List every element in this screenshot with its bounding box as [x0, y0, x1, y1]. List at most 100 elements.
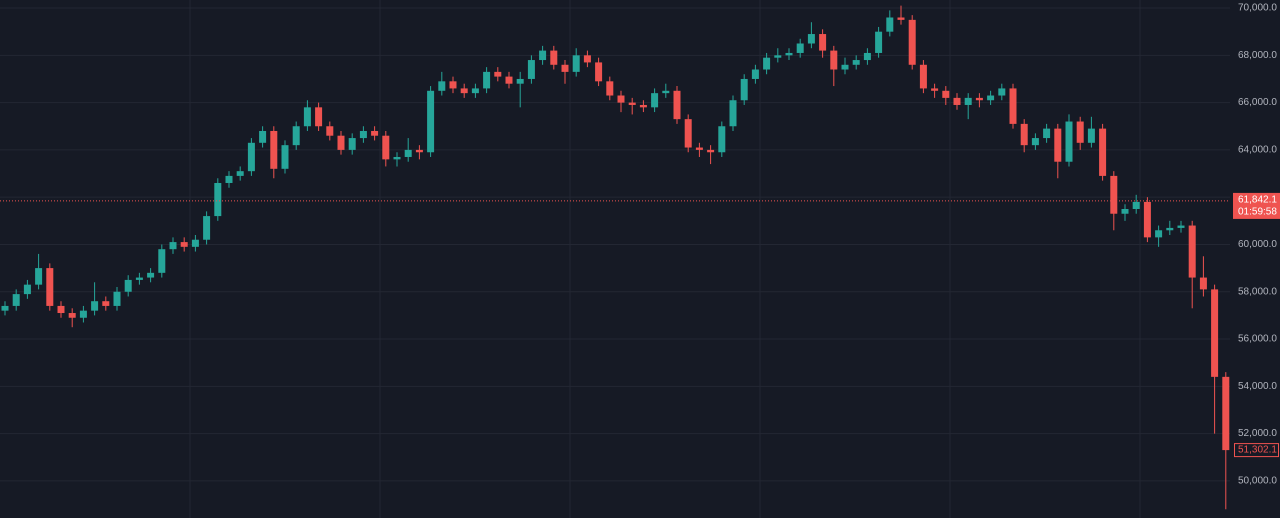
candle-body: [875, 31, 883, 53]
y-tick-label: 64,000.0: [1238, 145, 1277, 156]
candle-body: [919, 64, 927, 89]
candle-body: [438, 81, 446, 91]
candle-body: [169, 242, 177, 250]
y-tick-label: 54,000.0: [1238, 381, 1277, 392]
candle-body: [483, 71, 491, 89]
candle-body: [79, 310, 87, 318]
candle-body: [886, 17, 894, 32]
countdown-label: 01:59:58: [1238, 207, 1277, 218]
candle-body: [247, 142, 255, 172]
candle-body: [863, 52, 871, 61]
candle-body: [707, 149, 715, 153]
candle-body: [998, 88, 1006, 96]
candle-body: [1143, 201, 1151, 238]
candle-body: [203, 216, 211, 240]
candle-body: [158, 249, 166, 273]
candle-body: [740, 78, 748, 101]
y-tick-label: 66,000.0: [1238, 97, 1277, 108]
candle-body: [371, 130, 379, 136]
candle-body: [1076, 121, 1084, 143]
candle-body: [628, 102, 636, 105]
candle-body: [718, 126, 726, 153]
candle-body: [1211, 289, 1219, 377]
candle-body: [449, 81, 457, 89]
candle-body: [180, 242, 188, 247]
candle-body: [1199, 277, 1207, 290]
candle-body: [606, 81, 614, 96]
y-tick-label: 56,000.0: [1238, 334, 1277, 345]
candle-body: [617, 95, 625, 103]
candle-body: [964, 97, 972, 105]
candle-body: [1132, 201, 1140, 209]
candle-body: [281, 145, 289, 169]
candle-body: [819, 34, 827, 51]
candle-body: [662, 90, 670, 94]
candle-body: [35, 268, 43, 285]
candle-body: [942, 90, 950, 98]
y-tick-label: 50,000.0: [1238, 476, 1277, 487]
candle-body: [561, 64, 569, 72]
candle-body: [1155, 230, 1163, 238]
candle-body: [572, 55, 580, 72]
candle-body: [147, 272, 155, 278]
candle-body: [494, 71, 502, 77]
candle-body: [315, 107, 323, 127]
candle-body: [516, 78, 524, 84]
candle-body: [908, 19, 916, 65]
y-tick-label: 60,000.0: [1238, 239, 1277, 250]
candle-body: [807, 34, 815, 44]
candle-body: [774, 55, 782, 58]
candle-body: [102, 301, 110, 306]
candle-body: [1110, 175, 1118, 214]
candle-body: [191, 239, 199, 247]
candle-body: [359, 130, 367, 139]
candle-body: [595, 62, 603, 82]
candle-body: [852, 60, 860, 65]
candle-body: [975, 97, 983, 101]
y-tick-label: 58,000.0: [1238, 286, 1277, 297]
candle-body: [1031, 138, 1039, 146]
candle-body: [830, 50, 838, 70]
candle-body: [931, 88, 939, 91]
candle-body: [348, 138, 356, 150]
candle-body: [135, 277, 143, 280]
y-tick-label: 52,000.0: [1238, 428, 1277, 439]
last-price-tag: [1234, 443, 1279, 458]
candle-body: [539, 50, 547, 61]
candle-body: [1065, 121, 1073, 162]
candle-body: [270, 130, 278, 169]
candle-body: [225, 175, 233, 183]
candle-body: [236, 171, 244, 176]
candle-body: [695, 147, 703, 150]
candle-body: [113, 291, 121, 306]
candle-body: [68, 313, 76, 318]
candle-body: [1188, 225, 1196, 278]
candle-body: [987, 95, 995, 101]
candle-body: [639, 104, 647, 108]
candle-body: [471, 88, 479, 94]
candle-body: [841, 64, 849, 70]
candle-body: [326, 126, 334, 136]
candle-body: [1043, 128, 1051, 139]
price-tag-label: 61,842.1: [1238, 195, 1277, 206]
candle-body: [12, 294, 20, 306]
candle-body: [1166, 227, 1174, 231]
last-price-label: 51,302.1: [1238, 445, 1277, 456]
candle-body: [214, 182, 222, 217]
candle-body: [897, 17, 905, 20]
candle-body: [259, 130, 267, 143]
candle-body: [1099, 128, 1107, 176]
candle-body: [303, 107, 311, 127]
candle-body: [1087, 128, 1095, 143]
candle-body: [1121, 208, 1129, 214]
candle-body: [337, 135, 345, 150]
candle-body: [684, 119, 692, 148]
candle-body: [415, 149, 423, 153]
candle-body: [1009, 88, 1017, 124]
candle-body: [57, 305, 65, 314]
candle-body: [292, 126, 300, 146]
price-tag: [1233, 192, 1280, 219]
candle-body: [751, 69, 759, 79]
